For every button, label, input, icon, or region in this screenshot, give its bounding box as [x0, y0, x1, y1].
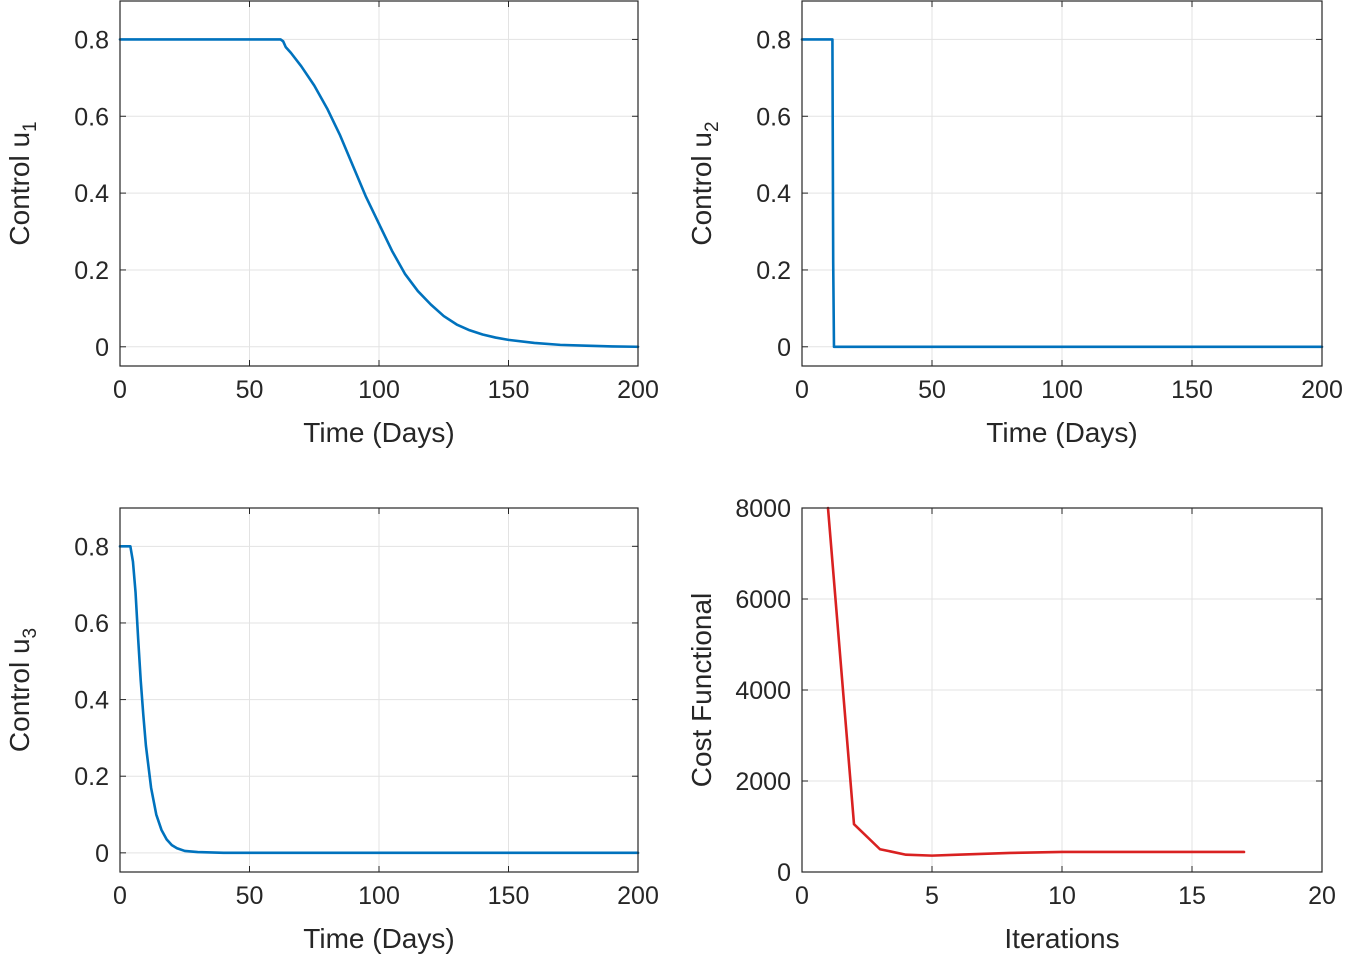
x-tick-label: 150 — [488, 882, 530, 910]
y-tick-label: 8000 — [735, 495, 791, 523]
y-axis-label: Control u2 — [686, 121, 723, 245]
y-tick-label: 0.6 — [756, 103, 791, 131]
x-tick-label: 0 — [113, 376, 127, 404]
x-tick-label: 20 — [1308, 882, 1336, 910]
axes-box — [801, 507, 1323, 873]
x-tick-label: 100 — [358, 376, 400, 404]
y-tick-label: 6000 — [735, 586, 791, 614]
x-tick-label: 100 — [358, 882, 400, 910]
axes-box — [119, 0, 639, 367]
x-tick-label: 50 — [236, 882, 264, 910]
y-tick-label: 0.4 — [74, 687, 109, 715]
chart-4: 0 5 10 15 20 0 2000 4000 6000 8000 Iterations Cost … — [686, 495, 1336, 954]
axes-box — [119, 507, 639, 873]
x-tick-label: 0 — [795, 882, 809, 910]
x-tick-label: 15 — [1178, 882, 1206, 910]
x-tick-label: 150 — [1171, 376, 1213, 404]
y-tick-label: 0.6 — [74, 103, 109, 131]
y-tick-label: 0.2 — [756, 257, 791, 285]
x-axis-label: Time (Days) — [303, 923, 454, 954]
y-axis-label: Control u1 — [4, 121, 41, 245]
x-tick-label: 50 — [918, 376, 946, 404]
series-line-1 — [118, 545, 640, 855]
x-axis-label: Iterations — [1004, 923, 1119, 954]
y-tick-label: 0.8 — [74, 533, 109, 561]
chart-3: 0 50 100 150 200 0 0.2 0.4 0.6 0.8 Time (Days) Cont… — [4, 507, 659, 954]
axes-box — [801, 0, 1323, 367]
y-axis-label: Cost Functional — [686, 593, 717, 788]
x-tick-label: 0 — [113, 882, 127, 910]
y-tick-label: 0.4 — [756, 180, 791, 208]
x-tick-label: 100 — [1041, 376, 1083, 404]
x-tick-label: 0 — [795, 376, 809, 404]
y-tick-label: 0.8 — [74, 26, 109, 54]
y-tick-label: 2000 — [735, 768, 791, 796]
y-tick-label: 0.4 — [74, 180, 109, 208]
y-tick-label: 0 — [95, 334, 109, 362]
x-tick-label: 5 — [925, 882, 939, 910]
x-axis-label: Time (Days) — [986, 417, 1137, 448]
y-tick-label: 0 — [777, 859, 791, 887]
y-tick-label: 0.2 — [74, 257, 109, 285]
y-tick-label: 0.8 — [756, 26, 791, 54]
y-axis-label: Control u3 — [4, 628, 41, 752]
y-tick-label: 0.2 — [74, 763, 109, 791]
series-line-1 — [826, 506, 1246, 857]
chart-1: 0 50 100 150 200 0 0.2 0.4 0.6 0.8 Time (Days) Cont… — [4, 0, 659, 448]
x-tick-label: 150 — [488, 376, 530, 404]
x-tick-label: 10 — [1048, 882, 1076, 910]
y-tick-label: 0 — [777, 334, 791, 362]
series-line-1 — [800, 38, 1324, 349]
x-tick-label: 50 — [236, 376, 264, 404]
x-axis-label: Time (Days) — [303, 417, 454, 448]
x-tick-label: 200 — [617, 882, 659, 910]
series-line-1 — [118, 38, 640, 349]
y-tick-label: 0.6 — [74, 610, 109, 638]
y-tick-label: 0 — [95, 840, 109, 868]
x-tick-label: 200 — [617, 376, 659, 404]
x-tick-label: 200 — [1301, 376, 1343, 404]
chart-2: 0 50 100 150 200 0 0.2 0.4 0.6 0.8 Time (Days) Cont… — [686, 0, 1343, 448]
y-tick-label: 4000 — [735, 677, 791, 705]
